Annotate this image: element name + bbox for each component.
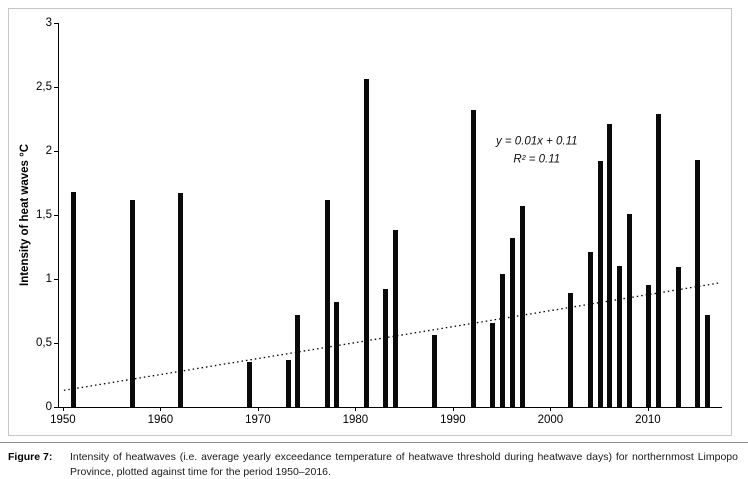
x-tick-label: 2010 [635,414,661,426]
bar-2006 [607,124,613,407]
bar-1978 [334,302,340,407]
y-tick-mark [54,279,58,280]
trendline-annotation: y = 0.01x + 0.11 R² = 0.11 [496,133,578,170]
bar-1981 [363,79,369,407]
plot-area: y = 0.01x + 0.11 R² = 0.11 [58,23,722,408]
bar-1992 [470,110,476,407]
bar-2013 [675,267,681,407]
y-tick-label: 2,5 [36,80,52,93]
x-tick-mark [355,407,357,411]
x-tick-label: 1990 [440,414,466,426]
bar-2010 [646,285,652,407]
bar-1962 [178,193,184,407]
bar-2004 [587,252,593,407]
bar-1977 [324,199,330,407]
trendline-equation-text: y = 0.01x + 0.11 [495,135,578,148]
y-tick-label: 2 [45,144,52,157]
y-tick-mark [54,151,58,152]
bar-1984 [392,230,398,407]
x-tick-label: 1970 [245,414,271,426]
bar-2011 [656,113,662,407]
bar-1983 [383,289,389,407]
bar-2002 [568,293,574,407]
bar-1973 [285,359,291,407]
y-tick-mark [54,407,58,408]
trendline [63,282,721,392]
r-squared-text: R² = 0.11 [513,154,561,166]
bar-2016 [704,314,710,407]
bar-2015 [695,159,701,407]
y-tick-label: 1,5 [36,208,52,221]
x-tick-mark [62,407,64,411]
y-tick-label: 0,5 [36,336,52,349]
bar-1997 [519,206,525,407]
bar-1951 [71,191,77,407]
x-tick-mark [257,407,259,411]
y-tick-label: 0 [45,400,52,413]
bar-2008 [626,213,632,407]
bar-1969 [246,362,252,407]
x-tick-label: 1960 [147,414,174,426]
x-tick-mark [160,407,162,411]
bar-1988 [431,335,437,407]
bar-1996 [509,238,515,407]
y-tick-mark [54,87,58,88]
figure-caption: Figure 7: Intensity of heatwaves (i.e. a… [0,442,748,479]
bar-2005 [597,161,603,407]
y-tick-mark [54,215,58,216]
y-tick-mark [54,343,58,344]
y-tick-mark [54,23,58,24]
x-tick-label: 2000 [537,414,564,426]
bar-1995 [500,273,506,407]
y-tick-label: 3 [45,16,52,29]
bar-1994 [490,322,496,407]
x-tick-mark [550,407,552,411]
figure-caption-text: Intensity of heatwaves (i.e. average yea… [70,451,738,478]
y-tick-label: 1 [45,272,52,285]
x-tick-mark [452,407,454,411]
figure-chart: Intensity of heat waves °C y = 0.01x + 0… [8,8,732,436]
bar-1957 [129,199,135,407]
bar-1974 [295,314,301,407]
bar-2007 [617,266,623,407]
figure-caption-label: Figure 7: [8,451,53,463]
x-tick-mark [647,407,649,411]
x-tick-label: 1980 [342,414,369,426]
x-tick-label: 1950 [50,414,76,426]
